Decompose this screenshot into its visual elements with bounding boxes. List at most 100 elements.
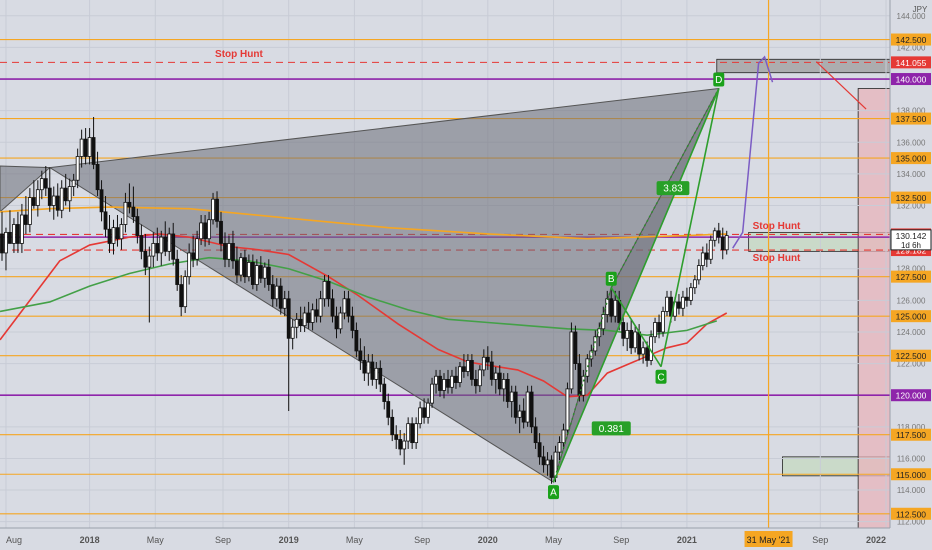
candle-body-83 bbox=[330, 298, 335, 317]
candle-body-12 bbox=[47, 187, 52, 206]
candle-body-171 bbox=[681, 296, 685, 309]
candle-body-141 bbox=[561, 429, 566, 444]
candle-body-103 bbox=[410, 423, 415, 444]
candle-body-114 bbox=[454, 375, 458, 383]
ratio-label-4: 0.381 bbox=[599, 424, 624, 435]
level-tag-13: 117.500 bbox=[896, 430, 926, 440]
level-tag-bg-12 bbox=[891, 389, 931, 402]
candle-body-6 bbox=[23, 214, 28, 225]
level-tag-bg-3 bbox=[891, 112, 931, 125]
point-label-D-bg bbox=[713, 72, 725, 87]
candle-body-42 bbox=[167, 233, 172, 252]
candle-body-21 bbox=[83, 138, 88, 157]
candle-body-20 bbox=[79, 138, 84, 157]
candle-body-2 bbox=[8, 231, 12, 244]
x-axis-background bbox=[0, 528, 890, 550]
x-tick-label-4: 2019 bbox=[279, 535, 299, 545]
level-tag-14: 115.000 bbox=[896, 470, 926, 480]
candle-body-28 bbox=[111, 227, 116, 244]
y-tick-label-5: 122.000 bbox=[897, 360, 926, 369]
candle-body-165 bbox=[657, 322, 661, 333]
left-pattern-triangle bbox=[0, 165, 52, 213]
candle-body-62 bbox=[246, 262, 251, 278]
candle-body-63 bbox=[250, 262, 255, 285]
candle-body-149 bbox=[593, 336, 598, 352]
y-tick-label-15: 142.000 bbox=[897, 43, 926, 52]
candle-body-1 bbox=[4, 231, 8, 254]
candle-body-41 bbox=[163, 236, 168, 252]
x-axis[interactable]: Aug 2018 May Sep 2019 May Sep 2020 May Sep 2021 31 … bbox=[0, 527, 890, 550]
candle-body-32 bbox=[127, 201, 132, 208]
candlesticks bbox=[0, 116, 729, 484]
level-tag-bg-9 bbox=[891, 270, 931, 283]
candle-body-33 bbox=[131, 206, 136, 217]
y-axis-currency: JPY bbox=[913, 5, 928, 14]
candle-body-54 bbox=[215, 198, 219, 222]
candle-body-39 bbox=[155, 243, 160, 254]
candle-body-179 bbox=[712, 230, 717, 241]
candle-body-7 bbox=[27, 197, 32, 225]
candle-body-147 bbox=[585, 358, 590, 377]
candle-body-100 bbox=[398, 439, 403, 450]
candle-body-77 bbox=[306, 312, 311, 323]
level-tag-bg-4 bbox=[891, 152, 931, 165]
candle-body-61 bbox=[242, 257, 247, 278]
candle-body-130 bbox=[517, 410, 522, 418]
candle-body-3 bbox=[12, 224, 16, 244]
candle-body-58 bbox=[231, 243, 235, 262]
candle-body-174 bbox=[692, 279, 697, 289]
candle-body-129 bbox=[513, 391, 518, 418]
candle-body-22 bbox=[87, 137, 92, 157]
candle-body-178 bbox=[708, 239, 713, 260]
candle-body-182 bbox=[724, 235, 729, 251]
candle-body-109 bbox=[434, 375, 438, 385]
candle-body-90 bbox=[358, 350, 363, 361]
candle-body-50 bbox=[199, 222, 203, 240]
x-tick-label-9: Sep bbox=[613, 535, 629, 545]
level-tag-bg-2 bbox=[891, 73, 931, 86]
candle-body-107 bbox=[426, 402, 430, 418]
candle-body-181 bbox=[720, 236, 725, 251]
candle-body-52 bbox=[207, 219, 211, 240]
x-tick-label-11: 31 May '21 bbox=[747, 535, 791, 545]
candle-body-64 bbox=[254, 265, 259, 285]
candle-body-44 bbox=[175, 258, 180, 285]
level-tag-bg-5 bbox=[891, 191, 931, 204]
candle-body-14 bbox=[55, 195, 60, 211]
candle-body-80 bbox=[318, 298, 323, 317]
candle-body-82 bbox=[326, 280, 331, 300]
candle-body-161 bbox=[641, 347, 646, 355]
candle-body-136 bbox=[541, 456, 546, 466]
y-axis[interactable]: JPY 112.000 114.000 116.000 118.000 120.000 12… bbox=[889, 0, 932, 550]
candle-body-133 bbox=[529, 391, 534, 428]
candle-body-170 bbox=[677, 301, 681, 309]
candle-body-0 bbox=[0, 233, 4, 254]
x-tick-label-8: May bbox=[545, 535, 563, 545]
candle-body-180 bbox=[716, 230, 721, 238]
zone-box-0 bbox=[716, 58, 891, 74]
x-tick-label-1: 2018 bbox=[80, 535, 100, 545]
point-label-B: B bbox=[608, 274, 615, 285]
candle-body-51 bbox=[203, 222, 207, 240]
candle-body-97 bbox=[386, 401, 391, 418]
candle-body-175 bbox=[696, 265, 701, 281]
candle-body-65 bbox=[258, 265, 263, 279]
zone-box-3 bbox=[857, 88, 891, 529]
candle-body-151 bbox=[601, 314, 606, 330]
candle-body-138 bbox=[549, 459, 554, 478]
candle-body-124 bbox=[493, 372, 498, 380]
point-label-A-bg bbox=[548, 485, 560, 500]
candle-body-153 bbox=[609, 298, 614, 317]
candle-body-35 bbox=[139, 235, 144, 252]
current-price-tag-bg bbox=[890, 229, 932, 251]
candle-body-81 bbox=[322, 280, 327, 300]
line-bc-green bbox=[610, 287, 662, 368]
ratio-label-bg-4 bbox=[591, 421, 631, 436]
candle-body-4 bbox=[16, 224, 20, 244]
candle-body-120 bbox=[477, 369, 482, 387]
candle-body-49 bbox=[195, 238, 200, 260]
candle-body-76 bbox=[302, 312, 307, 327]
candle-body-24 bbox=[95, 164, 100, 191]
candle-body-110 bbox=[438, 375, 442, 391]
